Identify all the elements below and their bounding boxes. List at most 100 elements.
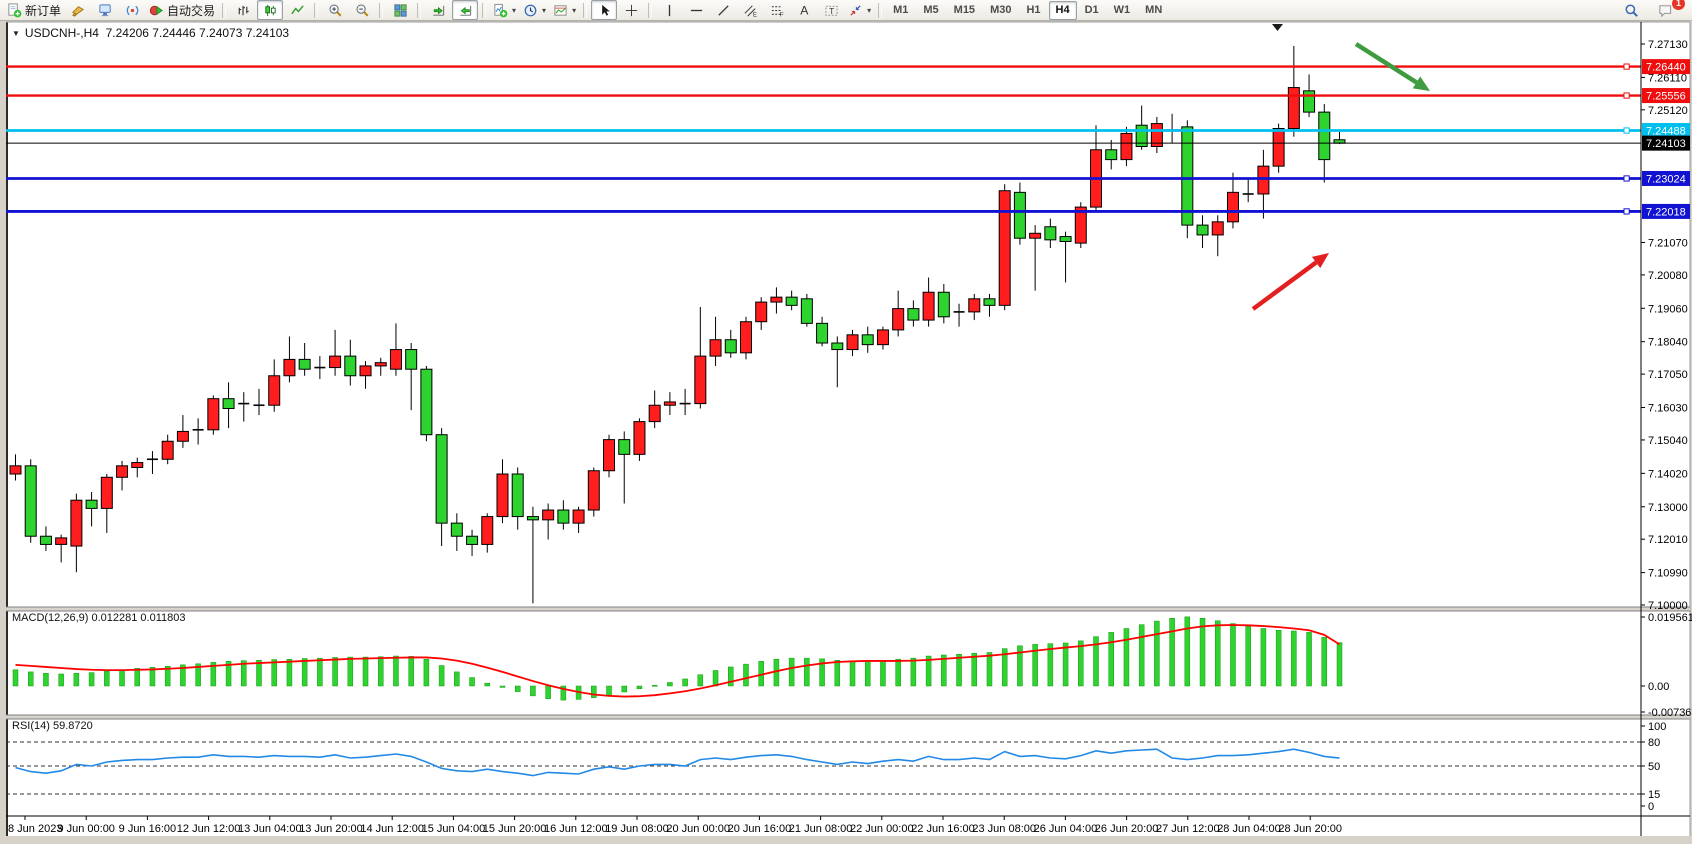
macd-signal-line (15, 624, 1340, 698)
rsi-tick-label: 50 (1648, 761, 1660, 773)
hline-handle[interactable] (1623, 92, 1630, 99)
price-badge (1642, 203, 1690, 219)
auto-scroll-button[interactable] (425, 0, 451, 20)
indicators-icon (494, 3, 508, 17)
candle-bull (739, 321, 752, 354)
candle-bear (39, 535, 52, 545)
candles (9, 45, 1346, 604)
label-button[interactable]: T (818, 0, 844, 20)
candle-bull (542, 509, 555, 521)
chat-button[interactable]: 1 (1652, 0, 1685, 20)
hline-handle[interactable] (1623, 175, 1630, 182)
signals-button[interactable] (119, 0, 145, 20)
hline-handle[interactable] (1623, 127, 1630, 134)
time-tick-label: 9 Jun 16:00 (119, 823, 177, 835)
svg-text:A: A (800, 3, 809, 17)
candle-bull (268, 375, 281, 406)
timeframe-button-m5[interactable]: M5 (923, 4, 939, 16)
cursor-button[interactable] (591, 0, 618, 20)
macd-tick-label: -0.007367 (1648, 707, 1692, 719)
price-tick-label: 7.27130 (1648, 39, 1688, 51)
dropdown-caret-icon[interactable]: ▾ (572, 5, 577, 15)
candle-bear (1318, 111, 1331, 161)
macd-hist-bar (362, 656, 369, 687)
macd-hist-bar (484, 682, 491, 687)
zoom-out-button[interactable] (349, 0, 375, 20)
chart-shift-marker[interactable] (1272, 24, 1283, 31)
timeframe-button-d1[interactable]: D1 (1084, 4, 1099, 16)
dropdown-caret-icon[interactable]: ▾ (512, 5, 517, 15)
macd-hist-bar (788, 657, 795, 687)
candle-bull (374, 362, 387, 367)
macd-hist-bar (1336, 642, 1343, 687)
hline-handle[interactable] (1623, 63, 1630, 70)
new-order-button[interactable]: 新订单 (4, 0, 64, 20)
rsi-tick-label: 100 (1648, 721, 1666, 733)
timeframe-button-m30[interactable]: M30 (990, 4, 1012, 16)
macd-hist-bar (454, 671, 460, 687)
macd-hist-bar (895, 658, 901, 687)
dropdown-caret-icon[interactable]: ▾ (542, 5, 547, 15)
market-watch-button[interactable] (92, 0, 118, 20)
candle-bear (1135, 124, 1148, 148)
hline-handle[interactable] (1623, 208, 1630, 215)
red-arrow[interactable] (1251, 253, 1329, 311)
bar-chart-button[interactable] (230, 0, 256, 20)
macd-hist-bar (423, 658, 430, 687)
hline-button[interactable] (683, 0, 709, 20)
line-chart-button[interactable] (284, 0, 310, 20)
timeframe-button-m15[interactable]: M15 (953, 4, 976, 16)
macd-hist-bar (606, 685, 612, 696)
price-badge-label: 7.24103 (1646, 138, 1686, 150)
templates-button[interactable]: ▾ (550, 0, 579, 20)
hline-icon (690, 9, 702, 11)
price-badge-label: 7.25556 (1646, 91, 1686, 103)
timeframe-button-m1[interactable]: M1 (893, 4, 909, 16)
macd-hist-bar (697, 674, 704, 687)
fibonacci-button[interactable]: F (764, 0, 790, 20)
candle-bear (1196, 224, 1209, 236)
text-button[interactable]: A (791, 0, 817, 20)
green-arrow[interactable] (1354, 42, 1430, 91)
candle-bull (1211, 221, 1224, 236)
trendline-button[interactable] (710, 0, 736, 20)
autotrading-button[interactable]: 自动交易 (146, 0, 218, 20)
vline-button[interactable] (656, 0, 682, 20)
arrows-button[interactable]: ▾ (845, 0, 874, 20)
indicators-button[interactable]: ▾ (490, 0, 519, 20)
candle-bull (633, 421, 646, 455)
timeframe-button-w1[interactable]: W1 (1113, 4, 1131, 16)
candle-bear (937, 291, 950, 318)
price-tick-label: 7.19060 (1648, 303, 1688, 315)
tile-windows-button[interactable] (387, 0, 413, 20)
pane-separator[interactable] (6, 715, 1690, 719)
search-button[interactable] (1618, 0, 1644, 20)
zoom-in-button[interactable] (322, 0, 348, 20)
candle-bull (207, 398, 220, 431)
timeframe-button-h1[interactable]: H1 (1026, 4, 1041, 16)
macd-hist-bar (271, 659, 277, 687)
zoom-in-icon (329, 3, 342, 16)
candle-bull (1074, 206, 1087, 244)
timeframe-button-h4[interactable]: H4 (1048, 0, 1077, 20)
timeframe-button-mn[interactable]: MN (1145, 4, 1163, 16)
candlestick-button[interactable] (257, 0, 284, 20)
crosshair-button[interactable] (618, 0, 644, 20)
time-tick-label: 22 Jun 00:00 (850, 823, 914, 835)
macd-hist-bar (591, 685, 597, 698)
channel-button[interactable]: E (737, 0, 763, 20)
candle-bear (1013, 191, 1026, 239)
macd-hist-bar (58, 673, 64, 687)
candle-bear (344, 355, 357, 377)
styler-button[interactable] (65, 0, 91, 20)
chart-canvas[interactable]: 7.27130 7.26110 7.25120 7.21070 7.20080 7.190… (0, 21, 1692, 844)
chevron-down-icon[interactable]: ▼ (12, 28, 20, 38)
rsi-line (15, 748, 1340, 777)
periods-button[interactable]: ▾ (520, 0, 549, 20)
dropdown-caret-icon[interactable]: ▾ (867, 5, 872, 15)
macd-hist-bar (73, 673, 80, 687)
chart-shift-button[interactable] (452, 0, 479, 20)
macd-hist-bar (1230, 623, 1236, 687)
pane-separator[interactable] (6, 607, 1690, 611)
